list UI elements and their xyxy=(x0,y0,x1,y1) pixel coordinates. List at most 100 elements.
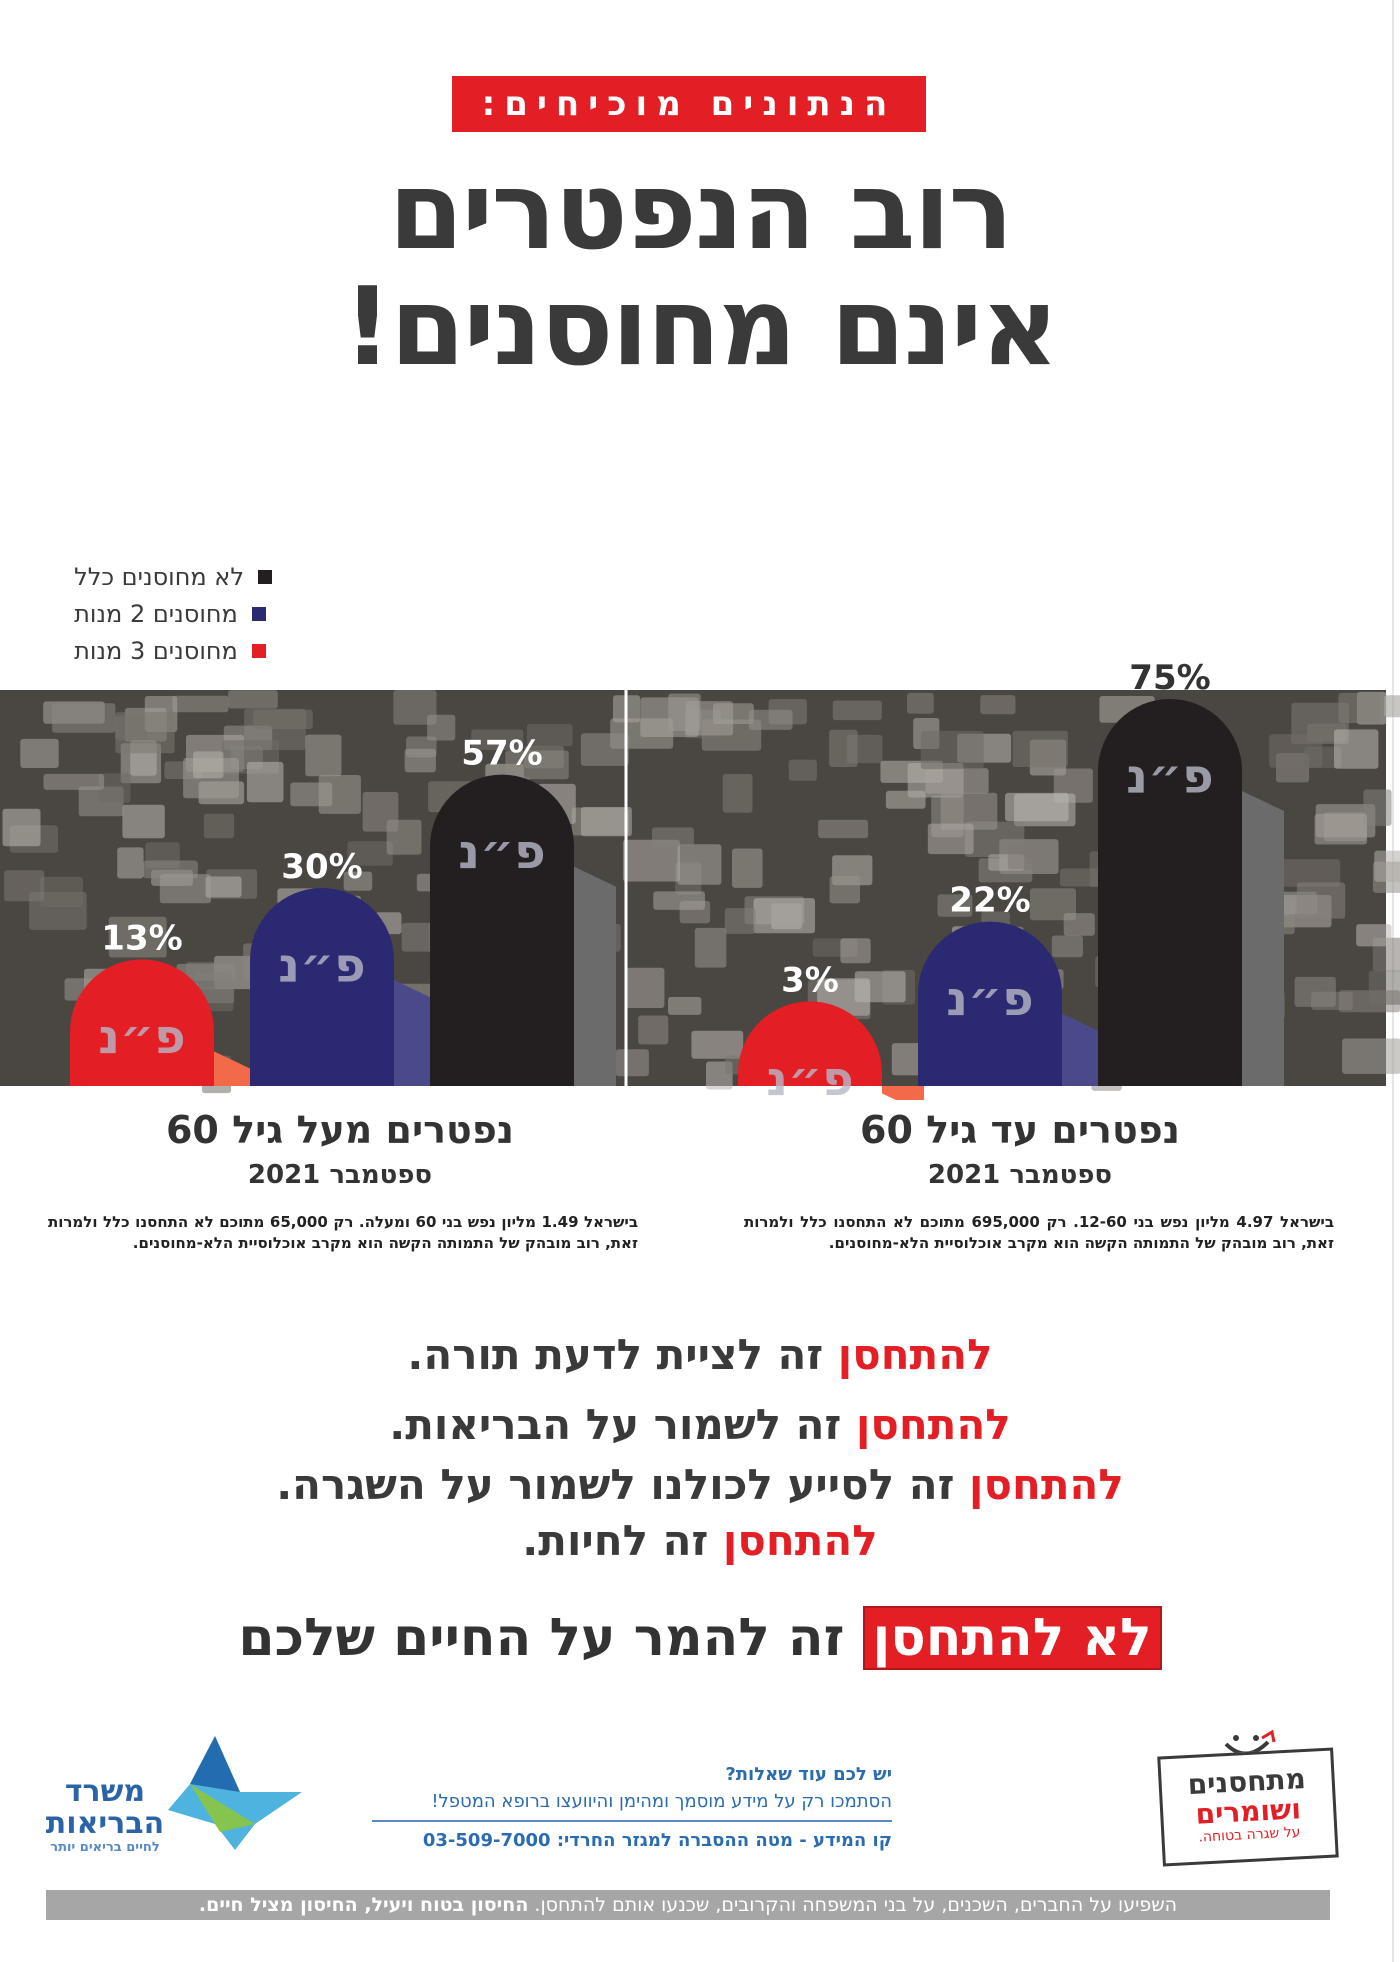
chart-subtitle-up-to-60: ספטמבר 2021 xyxy=(927,1160,1113,1190)
grave-stone xyxy=(193,972,233,990)
grave-stone xyxy=(143,860,198,879)
grave-stone xyxy=(122,804,165,839)
grave-stone xyxy=(1356,924,1392,947)
moh-tagline: לחיים בריאים יותר xyxy=(50,1840,160,1855)
grave-stone xyxy=(172,695,229,713)
grave-stone xyxy=(228,690,278,709)
grave-stone xyxy=(362,792,399,832)
grave-stone xyxy=(925,768,989,794)
grave-stone xyxy=(581,807,632,837)
chart-subtitle-over-60: ספטמבר 2021 xyxy=(247,1160,433,1190)
headline-line-1: רוב הנפטרים xyxy=(388,149,1013,274)
grave-stone xyxy=(832,700,882,721)
grave-stone xyxy=(343,871,373,891)
legend-swatch-navy xyxy=(251,606,266,621)
grave-stone xyxy=(505,750,569,780)
grave-stone xyxy=(246,761,284,803)
grave-stone xyxy=(1338,692,1381,723)
grave-stone xyxy=(526,724,573,747)
grave-stone xyxy=(829,729,858,767)
moh-star-icon xyxy=(168,1736,302,1850)
slogan-line-2: להתחסן זה לשמור על הבריאות. xyxy=(0,1400,1400,1449)
grave-stone xyxy=(980,695,1016,715)
bar-shadow xyxy=(214,1051,256,1086)
grave-stone xyxy=(818,819,869,839)
grave-stone xyxy=(722,774,753,813)
bar xyxy=(70,959,214,1086)
slogan-highlight: להתחסן xyxy=(722,1516,878,1565)
grave-stone xyxy=(1363,789,1392,826)
bar-shadow xyxy=(882,1086,924,1100)
grave-stone xyxy=(404,748,436,773)
grave-stone xyxy=(1304,746,1342,768)
kicker-banner: הנתונים מוכיחים: xyxy=(452,76,926,132)
closing-statement: לא להתחסן זה להמר על החיים שלכם xyxy=(0,1606,1400,1670)
grave-stone xyxy=(1294,976,1336,1007)
grave-stone xyxy=(907,692,934,714)
grave-stone xyxy=(927,823,974,855)
slogan-highlight: להתחסן xyxy=(969,1460,1124,1509)
legend-label: מחוסנים 2 מנות xyxy=(74,599,238,628)
grave-stone xyxy=(98,773,131,803)
grave-stone xyxy=(1063,913,1095,936)
grave-stone xyxy=(115,712,175,754)
grave-stone xyxy=(891,1043,922,1076)
grave-stone xyxy=(1030,888,1076,921)
grave-stone xyxy=(290,782,333,807)
grave-stone xyxy=(622,839,680,882)
info-text: הסתמכו רק על מידע מוסמך ומהימן והיוועצו … xyxy=(431,1791,892,1812)
bottom-call-to-action: השפיעו על החברים, השכנים, על בני המשפחה … xyxy=(46,1890,1330,1920)
grave-stone xyxy=(4,870,45,902)
grave-stone xyxy=(625,967,665,1008)
chart-note-up-to-60: בישראל 4.97 מליון נפש בני 12-60. רק 695,… xyxy=(744,1213,1334,1252)
bar-inscription: פ״נ xyxy=(98,1009,185,1065)
grave-stone xyxy=(393,690,437,725)
bar-shadow xyxy=(1062,1013,1104,1086)
chart-area: פ״נ 13% פ״נ 30% פ״נ 57% פ״נ 3% פ״נ 22% פ״נ 75% xyxy=(0,400,1400,1100)
grave-stone xyxy=(427,714,456,741)
grave-stone xyxy=(1007,844,1043,870)
info-question: יש לכם עוד שאלות? xyxy=(725,1764,892,1785)
legend-item-2-doses: מחוסנים 2 מנות xyxy=(74,595,272,632)
grave-stone xyxy=(159,874,211,904)
grave-stone xyxy=(347,841,393,866)
moh-wordmark: משרד הבריאות לחיים בריאים יותר xyxy=(40,1776,170,1856)
legend-label: מחוסנים 3 מנות xyxy=(74,636,238,665)
grave-stone xyxy=(652,827,694,847)
bar xyxy=(430,774,574,1086)
grave-stone xyxy=(43,773,105,790)
chart-legend: לא מחוסנים כלל מחוסנים 2 מנות מחוסנים 3 … xyxy=(74,558,272,669)
grave-stone xyxy=(1342,1038,1400,1074)
grave-stone xyxy=(668,693,701,731)
bar-shadow xyxy=(1242,791,1284,1086)
grave-stone xyxy=(840,938,871,964)
grave-stone xyxy=(1314,813,1368,845)
bar-value-label: 57% xyxy=(461,734,542,774)
slogan-line-3: להתחסן זה לסייע לכולנו לשמור על השגרה. xyxy=(0,1460,1400,1509)
chart-note-over-60: בישראל 1.49 מליון נפש בני 60 ומעלה. רק 6… xyxy=(48,1213,638,1252)
bar-inscription: פ״נ xyxy=(458,825,545,881)
slogan-text: זה לסייע לכולנו לשמור על השגרה. xyxy=(276,1460,970,1509)
bar-inscription: פ״נ xyxy=(766,1051,853,1100)
grave-stone xyxy=(253,709,313,729)
slogan-highlight: להתחסן xyxy=(855,1400,1011,1449)
grave-stone xyxy=(668,997,702,1015)
grave-stone xyxy=(829,876,860,904)
vaccinate-campaign-logo: מתחסנים ושומרים על שגרה בטוחה. xyxy=(1157,1747,1339,1867)
legend-swatch-red xyxy=(251,643,266,658)
closing-text: זה להמר על החיים שלכם xyxy=(238,1608,863,1668)
grave-stone xyxy=(1005,792,1069,822)
legend-item-unvaccinated: לא מחוסנים כלל xyxy=(74,558,272,595)
bar-charts: פ״נ 13% פ״נ 30% פ״נ 57% פ״נ 3% פ״נ 22% פ״נ 75% xyxy=(0,658,1400,1100)
moh-name-2: הבריאות xyxy=(45,1806,165,1841)
info-divider xyxy=(372,1820,892,1822)
grave-stone xyxy=(52,703,116,733)
slogan-line-4: להתחסן זה לחיות. xyxy=(0,1516,1400,1565)
grave-stone xyxy=(1281,859,1341,887)
info-phone: קו המידע - מטה ההסברה למגזר החרדי: 03-50… xyxy=(422,1830,892,1851)
grave-stone xyxy=(937,894,973,917)
grave-stone xyxy=(920,730,984,770)
grave-stone xyxy=(748,709,793,730)
grave-stone xyxy=(732,848,763,888)
grave-stone xyxy=(1012,730,1068,767)
